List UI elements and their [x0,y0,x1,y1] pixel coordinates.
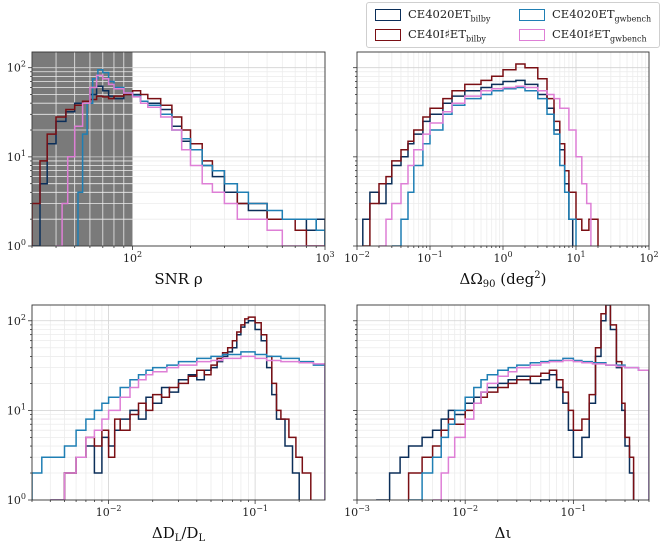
xtick-label: 10−2 [344,250,370,265]
series-dl-3 [50,355,325,500]
panel-dl: 10−2 10−1 100 101 102 ΔDL/DL [7,304,326,544]
ytick-label: 101 [7,149,26,164]
legend-item-ce40iset-gwbench: CE40I♯ETgwbench [519,26,647,44]
ytick-label: 102 [7,313,26,328]
xtick-label: 10−3 [344,504,370,519]
xlabel-iota: Δι [495,524,512,542]
xlabel-snr: SNR ρ [154,270,202,288]
axes-frame-omega [356,51,650,247]
legend-swatch-ce4020et-bilby [375,9,401,21]
panel-omega: 10−2 10−1 100 101 102 ΔΩ90 (deg2) [344,51,659,290]
panel-iota: 10−3 10−2 10−1 Δι [344,304,650,542]
xtick-label: 102 [123,250,142,265]
series-iota-3 [432,359,649,500]
series-dl-2 [32,351,325,500]
xtick-label: 10−2 [96,504,122,519]
xtick-label: 102 [639,250,658,265]
ytick-label: 100 [7,492,26,507]
legend-swatch-ce40iset-gwbench [519,29,545,41]
series-dl-1 [63,316,312,500]
xlabel-omega: ΔΩ90 (deg2) [460,270,547,290]
legend-swatch-ce4020et-gwbench [519,9,545,21]
xlabel-dl: ΔDL/DL [152,524,206,542]
ytick-label: 101 [7,402,26,417]
series-snr-3 [56,74,325,246]
xtick-label: 10−1 [242,504,268,519]
series-omega-3 [379,85,592,246]
xtick-label: 10−1 [417,250,443,265]
legend-item-ce40iset-bilby: CE40I♯ETbilby [375,26,486,44]
series-omega-0 [362,79,574,246]
legend-item-ce4020et-gwbench: CE4020ETgwbench [519,6,651,24]
legend-item-ce4020et-bilby: CE4020ETbilby [375,6,490,24]
xtick-label: 101 [566,250,585,265]
xtick-label: 10−2 [452,504,478,519]
legend-swatch-ce40iset-bilby [375,29,401,41]
series-iota-1 [407,305,635,500]
axes-frame-snr [31,51,326,247]
axes-frame-dl [31,304,326,501]
xtick-label: 103 [315,250,334,265]
panel-snr: 102 103 100 101 102 SNR ρ [7,51,335,288]
series-iota-0 [376,305,635,500]
ytick-label: 100 [7,238,26,253]
series-snr-1 [32,90,325,246]
xtick-label: 10−1 [560,504,586,519]
series-omega-1 [362,63,599,246]
legend: CE4020ETbilby CE4020ETgwbench CE40I♯ETbi… [366,2,660,48]
axes-frame-iota [356,304,650,501]
xtick-label: 100 [493,250,512,265]
series-omega-2 [391,86,577,246]
ytick-label: 102 [7,60,26,75]
